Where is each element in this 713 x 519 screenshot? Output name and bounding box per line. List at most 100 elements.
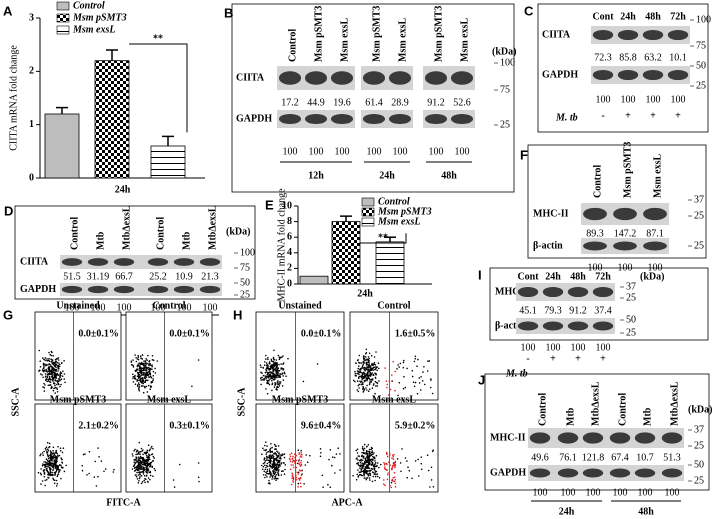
marker-label: 100	[696, 14, 711, 25]
band-value: 100	[571, 342, 586, 353]
band	[557, 432, 579, 444]
band	[388, 113, 412, 125]
band-value: 10.7	[636, 452, 654, 463]
marker-label: 25	[696, 80, 706, 91]
blot-frame	[537, 3, 709, 133]
blot-strip	[591, 66, 690, 84]
band-value: 100	[646, 94, 661, 105]
legend-swatch	[56, 13, 70, 23]
panel-letter: I	[478, 267, 482, 282]
band	[592, 321, 614, 331]
band-value: 21.3	[201, 271, 219, 282]
marker-label: 25	[240, 289, 250, 300]
lane-label: Control	[537, 393, 548, 426]
treatment-value: -	[601, 110, 604, 121]
legend-swatch	[361, 197, 375, 207]
percent-label: 0.3±0.1%	[169, 420, 210, 431]
lane-label: 72h	[595, 271, 611, 282]
x-axis-label: APC-A	[331, 497, 363, 508]
band-value: 91.2	[427, 97, 445, 108]
lane-label: 24h	[545, 271, 561, 282]
y-axis-label: SSC-A	[10, 387, 21, 417]
band	[542, 321, 564, 331]
band	[61, 285, 83, 294]
band-value: 44.9	[307, 97, 325, 108]
lane-label: Control	[287, 29, 298, 62]
panel-letter: G	[3, 307, 13, 322]
lane-label: Msm pSMT3	[433, 6, 444, 62]
treatment-value: +	[550, 353, 556, 364]
band-value: 147.2	[614, 228, 637, 239]
lane-label: Control	[155, 217, 166, 250]
band-value: 100	[596, 342, 611, 353]
marker-label: 37	[694, 194, 704, 205]
lane-label: Mtb	[565, 407, 576, 426]
panel-letter: C	[524, 3, 534, 18]
band	[199, 258, 221, 266]
panel-letter: H	[233, 307, 242, 322]
marker-label: 75	[500, 84, 510, 95]
band	[613, 241, 637, 251]
band-name: GAPDH	[490, 467, 526, 478]
legend-label: Control	[378, 196, 410, 207]
band-value: 52.6	[453, 97, 471, 108]
bar	[94, 60, 130, 179]
band-value: 100	[117, 302, 132, 313]
lane-label: 72h	[670, 11, 686, 22]
significance-label: **	[378, 232, 388, 243]
percent-label: 5.9±0.2%	[395, 420, 436, 431]
y-tick-label: 0	[287, 278, 292, 289]
band-value: 100	[335, 146, 350, 157]
panel-title: Control	[152, 300, 185, 311]
band	[304, 113, 328, 125]
band-name: MHC-II	[533, 208, 569, 219]
band-value: 10.1	[669, 52, 687, 63]
y-tick-label: 2	[287, 263, 292, 274]
band-value: 100	[367, 146, 382, 157]
y-axis-label: MHC-II mRNA fold change	[276, 188, 287, 302]
band-value: 100	[283, 146, 298, 157]
band-name: β-actin	[533, 240, 563, 251]
band-value: 100	[533, 487, 548, 498]
band-value: 85.8	[619, 52, 637, 63]
band	[609, 432, 631, 444]
event-dots	[37, 441, 115, 487]
blot-strip	[516, 318, 615, 334]
kda-label: (kDa)	[688, 404, 712, 415]
legend-swatch	[361, 207, 375, 217]
bar	[44, 113, 80, 179]
marker-label: 75	[240, 262, 250, 273]
lane-label: Msm exsL	[397, 18, 408, 62]
y-axis-label: CIITA mRNA fold change	[8, 45, 19, 151]
legend-label: Msm pSMT3	[72, 12, 127, 23]
band	[424, 71, 448, 85]
bar	[331, 221, 361, 285]
band-value: 31.19	[87, 271, 110, 282]
lane-label: 48h	[570, 271, 586, 282]
band-value: 63.2	[644, 52, 662, 63]
panel-letter: E	[265, 197, 274, 212]
band	[557, 468, 579, 478]
lane-label: Mtb	[181, 231, 192, 250]
panel-title: Msm pSMT3	[272, 394, 328, 405]
percent-label: 0.0±0.1%	[78, 328, 119, 339]
band-value: 66.7	[115, 271, 133, 282]
blot-strip	[60, 255, 222, 269]
band	[634, 432, 656, 444]
band-value: 17.2	[281, 97, 299, 108]
kda-label: (kDa)	[640, 271, 664, 282]
band	[450, 71, 474, 85]
y-tick-label: 6	[287, 231, 292, 242]
band-value: 87.1	[646, 228, 664, 239]
plot-frame	[34, 403, 122, 493]
band	[113, 285, 135, 294]
marker-label: 75	[696, 40, 706, 51]
treatment-value: -	[526, 353, 529, 364]
positive-dots	[288, 452, 303, 488]
band	[642, 69, 664, 81]
y-tick-label: 0	[29, 172, 34, 183]
event-dots	[260, 441, 341, 488]
marker-label: 100	[500, 57, 515, 68]
band-value: 19.6	[333, 97, 351, 108]
